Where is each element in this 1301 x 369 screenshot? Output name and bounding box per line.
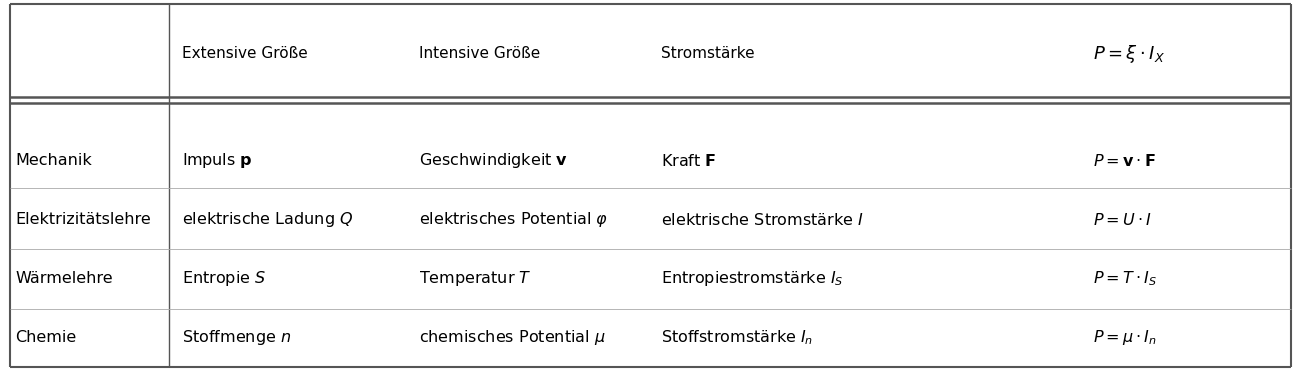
Text: elektrische Ladung $Q$: elektrische Ladung $Q$ [182, 210, 354, 229]
Text: $P = U \cdot I$: $P = U \cdot I$ [1093, 211, 1151, 228]
Text: elektrische Stromstärke $I$: elektrische Stromstärke $I$ [661, 211, 864, 228]
Text: chemisches Potential $\mu$: chemisches Potential $\mu$ [419, 328, 605, 347]
Text: elektrisches Potential $\varphi$: elektrisches Potential $\varphi$ [419, 210, 609, 229]
Text: Stoffmenge $n$: Stoffmenge $n$ [182, 328, 291, 347]
Text: Kraft $\mathbf{F}$: Kraft $\mathbf{F}$ [661, 152, 717, 169]
Text: $P = T \cdot I_S$: $P = T \cdot I_S$ [1093, 269, 1157, 288]
Text: Mechanik: Mechanik [16, 153, 92, 168]
Text: Entropie $S$: Entropie $S$ [182, 269, 267, 288]
Text: $P = \mathbf{v} \cdot \mathbf{F}$: $P = \mathbf{v} \cdot \mathbf{F}$ [1093, 152, 1155, 169]
Text: Entropiestromstärke $I_S$: Entropiestromstärke $I_S$ [661, 269, 843, 288]
Text: Elektrizitätslehre: Elektrizitätslehre [16, 212, 151, 227]
Text: Extensive Größe: Extensive Größe [182, 46, 308, 61]
Text: Chemie: Chemie [16, 330, 77, 345]
Text: Geschwindigkeit $\mathbf{v}$: Geschwindigkeit $\mathbf{v}$ [419, 151, 569, 170]
Text: Stromstärke: Stromstärke [661, 46, 755, 61]
Text: Intensive Größe: Intensive Größe [419, 46, 540, 61]
Text: Stoffstromstärke $I_n$: Stoffstromstärke $I_n$ [661, 328, 813, 347]
Text: $P = \mu \cdot I_n$: $P = \mu \cdot I_n$ [1093, 328, 1157, 347]
Text: Impuls $\mathbf{p}$: Impuls $\mathbf{p}$ [182, 151, 252, 170]
Text: Temperatur $T$: Temperatur $T$ [419, 269, 531, 288]
Text: $P = \xi \cdot \mathit{I}_X$: $P = \xi \cdot \mathit{I}_X$ [1093, 42, 1164, 65]
Text: Wärmelehre: Wärmelehre [16, 271, 113, 286]
